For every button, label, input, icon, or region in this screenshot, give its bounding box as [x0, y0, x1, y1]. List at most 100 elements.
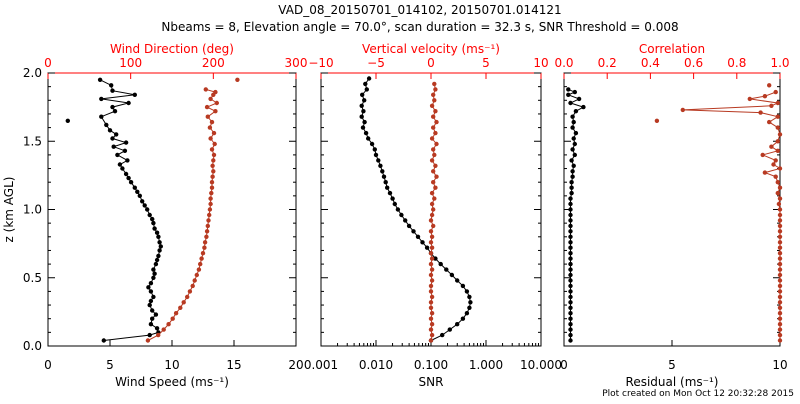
series-line-red — [682, 91, 782, 341]
data-point-red — [192, 278, 197, 283]
data-point-black — [573, 109, 579, 114]
data-point-black — [97, 77, 103, 83]
y-tick-label: 2.0 — [23, 66, 42, 80]
data-point-red — [207, 125, 213, 130]
data-point-red — [777, 218, 783, 223]
data-point-red — [428, 240, 434, 245]
data-point-red — [202, 240, 208, 245]
data-point-red — [211, 130, 217, 136]
data-point-black — [467, 305, 472, 310]
data-point-red — [777, 223, 783, 229]
data-point-red — [747, 96, 752, 102]
bottom-tick-label: 20 — [288, 358, 303, 372]
data-point-red — [777, 207, 783, 212]
data-point-red — [431, 147, 436, 152]
data-point-red — [762, 170, 768, 175]
data-point-red — [429, 322, 435, 327]
data-point-red — [205, 114, 210, 119]
data-point-red — [202, 245, 207, 250]
top-tick-label: 0.8 — [727, 56, 746, 70]
data-point-black — [132, 185, 137, 190]
data-point-red — [433, 130, 438, 136]
data-point-black — [137, 193, 142, 198]
data-point-black — [568, 305, 573, 310]
data-point-black — [372, 147, 377, 152]
data-point-red — [777, 283, 783, 289]
data-point-black — [455, 278, 460, 283]
data-point-black — [115, 152, 120, 158]
data-point-black — [363, 130, 369, 136]
data-point-black — [571, 119, 576, 125]
data-point-red — [429, 212, 435, 218]
figure-subtitle: Nbeams = 8, Elevation angle = 70.0°, sca… — [161, 20, 678, 34]
data-point-black — [440, 332, 445, 338]
data-point-red — [210, 174, 215, 179]
data-point-black — [110, 88, 115, 93]
data-point-black — [157, 240, 162, 245]
data-point-black — [120, 166, 125, 171]
y-tick-label: 1.5 — [23, 134, 42, 148]
data-point-black — [153, 312, 159, 317]
data-point-black — [152, 226, 157, 231]
data-point-red — [432, 152, 437, 158]
data-point-red — [434, 141, 439, 147]
data-point-red — [145, 338, 151, 343]
data-point-black — [385, 185, 390, 190]
data-point-red — [432, 81, 437, 87]
data-point-red — [428, 229, 434, 234]
data-point-red — [428, 251, 434, 256]
data-point-black — [359, 114, 364, 119]
data-point-red — [777, 261, 783, 267]
data-point-black — [117, 162, 123, 167]
data-point-black — [373, 152, 379, 158]
data-point-red — [429, 234, 435, 239]
data-point-black — [424, 245, 430, 250]
data-point-black — [568, 289, 573, 294]
top-tick-label: 0 — [427, 56, 435, 70]
data-point-black — [568, 261, 573, 267]
data-point-black — [570, 169, 575, 174]
data-point-black — [438, 261, 443, 267]
data-point-red — [194, 272, 199, 278]
data-point-black — [360, 125, 366, 130]
data-point-red — [775, 139, 780, 144]
data-point-black — [568, 251, 573, 256]
data-point-red — [429, 332, 435, 338]
top-axis-label: Wind Direction (deg) — [110, 42, 234, 56]
data-point-red — [773, 158, 778, 163]
data-point-red — [428, 316, 434, 321]
data-point-black — [573, 130, 579, 136]
data-point-red — [207, 212, 212, 218]
data-point-black — [151, 220, 156, 226]
data-point-black — [570, 125, 575, 130]
data-point-black — [449, 272, 455, 278]
top-tick-label: 5 — [482, 56, 490, 70]
data-point-red — [208, 136, 213, 141]
data-point-black — [151, 267, 156, 272]
data-point-red — [209, 180, 215, 185]
bottom-tick-label: 0.100 — [414, 358, 448, 372]
data-point-red — [777, 132, 783, 137]
data-point-black — [570, 147, 575, 152]
data-point-red — [209, 119, 215, 125]
data-point-red — [777, 332, 783, 338]
data-point-red — [777, 272, 783, 278]
data-point-red — [429, 190, 435, 196]
data-point-red — [432, 98, 437, 103]
data-point-red — [767, 119, 772, 125]
data-point-black — [135, 189, 140, 194]
data-point-black — [406, 223, 412, 229]
data-point-black — [147, 332, 152, 338]
data-point-black — [123, 140, 129, 145]
data-point-red — [213, 89, 218, 95]
data-point-black — [433, 256, 438, 261]
bottom-tick-label: 5 — [668, 358, 676, 372]
data-point-black — [570, 174, 575, 179]
bottom-axis-label: Residual (ms⁻¹) — [626, 375, 719, 389]
data-point-black — [158, 244, 163, 249]
bottom-tick-label: 10.000 — [520, 358, 562, 372]
data-point-red — [204, 234, 209, 239]
plot-frame — [563, 72, 781, 347]
data-point-black — [122, 148, 128, 153]
top-axis-label: Vertical velocity (ms⁻¹) — [362, 42, 500, 56]
